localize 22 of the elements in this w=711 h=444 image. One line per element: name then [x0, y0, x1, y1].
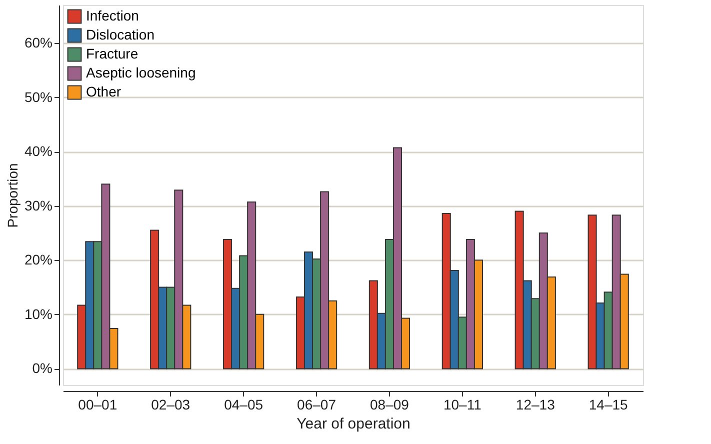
y-tick-label: 10% — [24, 306, 52, 322]
legend-label: Infection — [86, 8, 139, 24]
y-axis-title: Proportion — [4, 163, 20, 228]
x-tick-label: 02–03 — [151, 396, 190, 412]
y-tick-label: 30% — [24, 197, 52, 214]
legend-label: Fracture — [86, 46, 138, 62]
x-tick-label: 12–13 — [516, 396, 556, 412]
legend-label: Other — [86, 84, 122, 100]
y-tick-label: 20% — [24, 252, 52, 268]
legend-label: Dislocation — [86, 26, 154, 42]
y-tick-label: 50% — [24, 88, 52, 105]
x-tick-label: 10–11 — [443, 396, 482, 412]
legend-label: Aseptic loosening — [86, 64, 196, 80]
x-tick-label: 08–09 — [370, 396, 410, 412]
y-tick-label: 0% — [32, 360, 52, 376]
x-axis-title: Year of operation — [296, 416, 410, 432]
x-tick-label: 06–07 — [297, 396, 336, 412]
y-tick-label: 60% — [24, 34, 52, 50]
y-tick-label: 40% — [24, 143, 52, 160]
x-tick-label: 00–01 — [78, 396, 118, 412]
x-tick-label: 04–05 — [224, 396, 264, 412]
x-tick-label: 14–15 — [588, 396, 628, 412]
